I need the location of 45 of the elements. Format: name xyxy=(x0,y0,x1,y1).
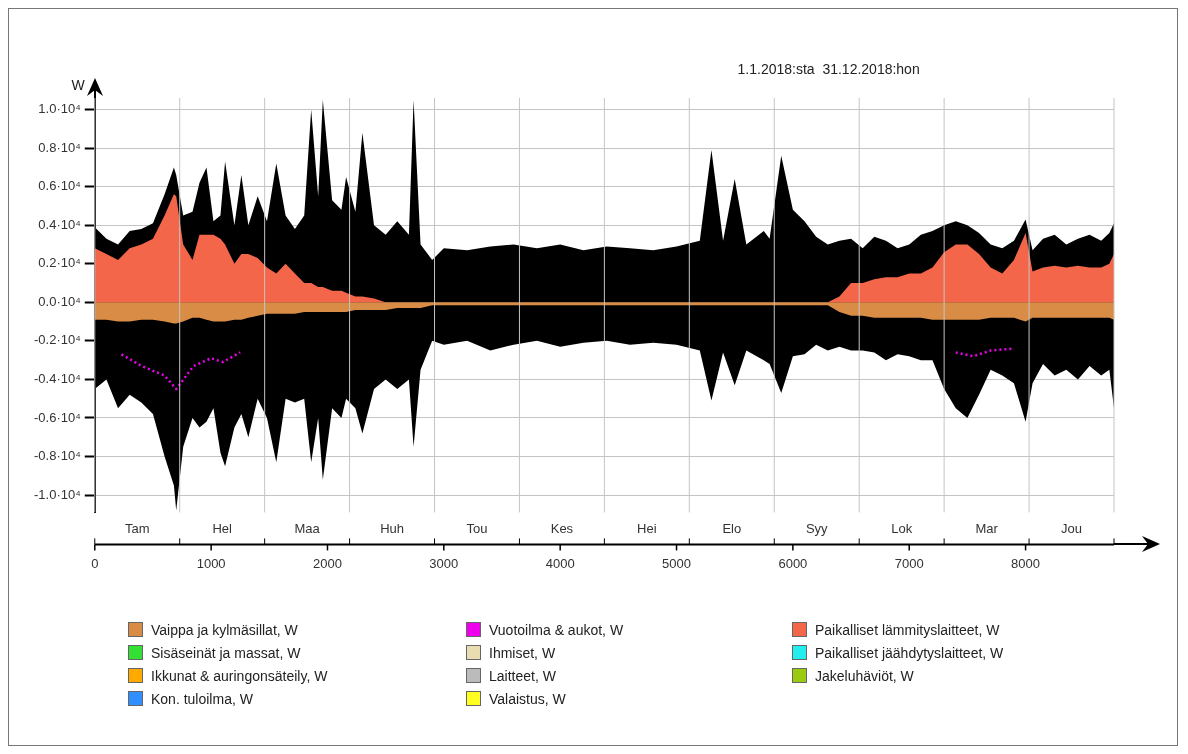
y-tick-label: 1.0·10⁴ xyxy=(38,101,81,117)
legend-label: Vaippa ja kylmäsillat, W xyxy=(151,621,298,638)
text: Jou xyxy=(1061,520,1083,536)
text: Mar xyxy=(975,520,999,536)
x-tick-label: 3000 xyxy=(429,555,459,571)
text: Elo xyxy=(722,520,742,536)
x-tick-label: 2000 xyxy=(313,555,342,571)
legend-label: Ikkunat & auringonsäteily, W xyxy=(151,667,328,684)
text: Syy xyxy=(805,520,829,536)
y-tick-label: -0.6·10⁴ xyxy=(33,409,81,425)
text: Kes xyxy=(550,520,574,536)
legend-label: Valaistus, W xyxy=(489,690,566,707)
legend-label: Vuotoilma & aukot, W xyxy=(489,621,624,638)
y-tick-label: -0.2·10⁴ xyxy=(33,332,81,348)
x-tick-label: 5000 xyxy=(662,555,691,571)
text: Lok xyxy=(891,520,913,536)
x-tick-label: 7000 xyxy=(894,555,924,571)
y-tick-label: -0.4·10⁴ xyxy=(33,370,81,386)
legend-label: Paikalliset lämmityslaitteet, W xyxy=(815,621,1000,638)
text: Hel xyxy=(212,520,233,536)
y-tick-label: 0.2·10⁴ xyxy=(38,255,81,271)
legend-label: Kon. tuloilma, W xyxy=(151,690,253,707)
y-tick-label: 0.4·10⁴ xyxy=(38,216,81,232)
x-tick-label: 8000 xyxy=(1011,555,1041,571)
text: Huh xyxy=(380,520,404,536)
chart-title: 1.1.2018:sta 31.12.2018:hon xyxy=(737,60,920,77)
legend-label: Paikalliset jäähdytyslaitteet, W xyxy=(815,644,1004,661)
y-tick-label: 0.0·10⁴ xyxy=(38,293,81,309)
y-axis-title: W xyxy=(71,76,86,93)
legend-label: Laitteet, W xyxy=(489,667,556,684)
text: Tou xyxy=(466,520,488,536)
x-tick-label: 1000 xyxy=(196,555,226,571)
legend-label: Sisäseinät ja massat, W xyxy=(151,644,301,661)
text: Hei xyxy=(637,520,657,536)
x-tick-label: 0 xyxy=(91,555,99,571)
text: Tam xyxy=(124,520,150,536)
y-tick-label: 0.6·10⁴ xyxy=(38,178,81,194)
x-tick-label: 6000 xyxy=(778,555,808,571)
legend-label: Ihmiset, W xyxy=(489,644,556,661)
text: Maa xyxy=(294,520,321,536)
y-tick-label: -0.8·10⁴ xyxy=(33,448,81,464)
legend-label: Jakeluhäviöt, W xyxy=(815,667,914,684)
y-tick-label: -1.0·10⁴ xyxy=(33,486,81,502)
x-tick-label: 4000 xyxy=(545,555,575,571)
y-tick-label: 0.8·10⁴ xyxy=(38,139,81,155)
